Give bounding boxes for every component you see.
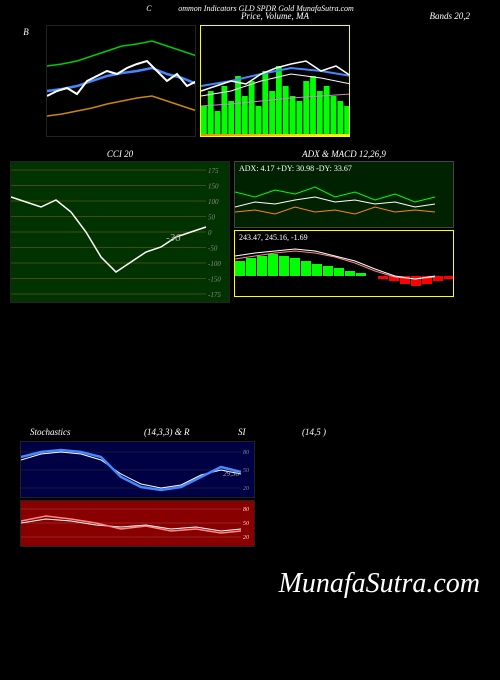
svg-text:150: 150	[208, 183, 219, 191]
label-rsi-params: (14,5 )	[302, 427, 326, 437]
macd-chart: 243.47, 245.16, -1.69	[234, 230, 454, 297]
svg-text:-175: -175	[208, 291, 221, 299]
label-adx-macd: ADX & MACD 12,26,9	[234, 147, 454, 161]
label-stoch: Stochastics	[30, 427, 140, 437]
label-b: B	[10, 25, 42, 39]
adx-chart: ADX: 4.17 +DY: 30.98 -DY: 33.67	[234, 161, 454, 228]
svg-text:20: 20	[243, 535, 249, 541]
svg-text:20: 20	[243, 486, 249, 492]
label-stoch-params: (14,3,3) & R	[144, 427, 234, 437]
svg-text:50: 50	[208, 214, 216, 222]
adx-values: ADX: 4.17 +DY: 30.98 -DY: 33.67	[239, 164, 352, 173]
svg-text:-150: -150	[208, 276, 221, 284]
svg-text:-50: -50	[208, 245, 218, 253]
svg-text:100: 100	[208, 198, 219, 206]
label-cci: CCI 20	[10, 147, 230, 161]
svg-text:50: 50	[243, 521, 249, 527]
svg-text:0: 0	[208, 229, 212, 237]
rsi-chart: 80 50 20	[20, 500, 255, 547]
label-price-ma: Price, Volume, MA	[200, 9, 350, 23]
label-bands: Bands 20,2	[430, 11, 471, 21]
svg-text:175: 175	[208, 167, 219, 175]
cci-value: -36	[166, 232, 181, 244]
cci-chart: 175 150 100 50 0 -50 -100 -150 -175 -36	[10, 161, 230, 303]
svg-text:80: 80	[243, 450, 249, 456]
svg-text:80: 80	[243, 507, 249, 513]
stoch-value: 29,36	[223, 470, 239, 478]
bollinger-chart	[46, 25, 196, 137]
price-volume-chart	[200, 25, 350, 137]
stochastics-chart: 80 50 20 29,36	[20, 441, 255, 498]
row-price: B Price, Volume, MA Bands 20,2	[0, 25, 500, 137]
svg-text:50: 50	[243, 468, 249, 474]
watermark: MunafaSutra.com	[279, 568, 480, 600]
row-indicators: CCI 20 175 150 100 50 0 -50 -100 -150 -175 -36 A…	[0, 147, 500, 303]
row-stoch-labels: Stochastics (14,3,3) & R SI (14,5 )	[0, 427, 500, 437]
label-rsi: SI	[238, 427, 298, 437]
svg-text:-100: -100	[208, 260, 221, 268]
row-stoch: 80 50 20 29,36 80 50 20	[0, 441, 500, 547]
macd-values: 243.47, 245.16, -1.69	[239, 233, 308, 242]
